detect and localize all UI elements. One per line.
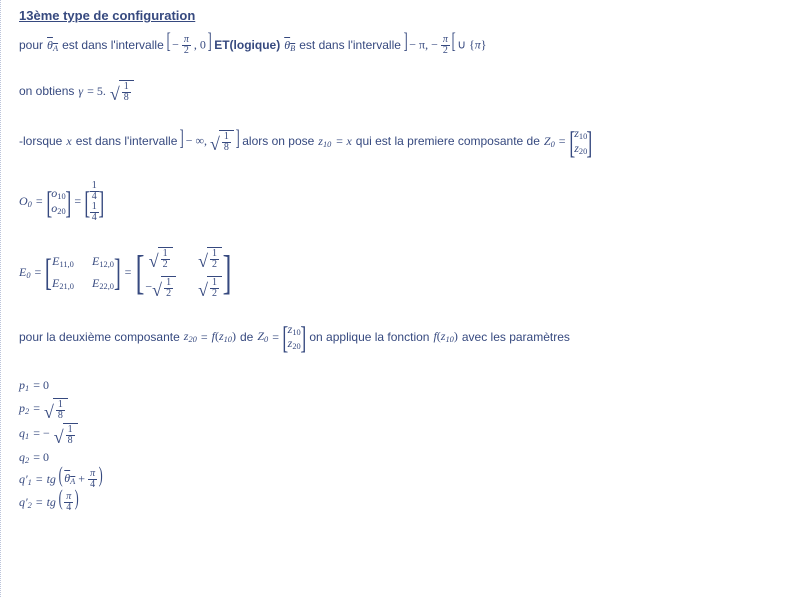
z0-vector-2: [ z10 z20 ] <box>283 323 305 353</box>
et-logique: ET(logique) <box>214 36 280 55</box>
e0-val: [ √12 √12 −√12 √12 ] <box>135 247 232 299</box>
z0-vector: [ z10 z20 ] <box>570 127 592 157</box>
theta-a: θA <box>47 36 58 56</box>
eq-x: = x <box>335 132 351 151</box>
param-q2: q2 = 0 <box>19 448 786 468</box>
param-p1: p1 = 0 <box>19 376 786 396</box>
line-x-interval: -lorsque x est dans l'intervalle ] − ∞, … <box>19 127 786 157</box>
text: est dans l'intervalle <box>62 36 164 55</box>
param-q1p: q′1 = tg ( θA + π4 ) <box>19 469 786 490</box>
text: -lorsque <box>19 132 62 151</box>
text: qui est la premiere composante de <box>356 132 540 151</box>
gamma: γ <box>78 82 83 101</box>
var-x: x <box>66 132 71 151</box>
text: on obtiens <box>19 82 74 101</box>
f-of-z10-b: f(z10) <box>433 327 457 347</box>
text: est dans l'intervalle <box>299 36 401 55</box>
eq: = <box>125 263 132 282</box>
eq: = <box>74 192 81 211</box>
z20: z20 <box>184 327 197 347</box>
e0: E0 <box>19 263 31 283</box>
text: avec les paramètres <box>462 328 570 347</box>
eq: = <box>272 328 279 347</box>
text: pour <box>19 36 43 55</box>
sqrt-1-8: √ 18 <box>110 80 134 103</box>
e0-sym: [ E11,0 E12,0 E21,0 E22,0 ] <box>45 252 120 293</box>
o0: O0 <box>19 192 32 212</box>
param-p2: p2 = √18 <box>19 398 786 421</box>
math-document: 13ème type de configuration pour θA est … <box>0 0 800 597</box>
z0: Z0 <box>257 327 268 347</box>
eq: = <box>36 192 43 211</box>
eq: = <box>201 328 208 347</box>
text: on applique la fonction <box>309 328 429 347</box>
text: de <box>240 328 253 347</box>
z10: z10 <box>318 132 331 152</box>
z0: Z0 <box>544 132 555 152</box>
interval-thetaA: [ − π2 , 0 ] <box>168 35 210 56</box>
eq: = 5. <box>87 82 106 101</box>
theta-b: θB <box>284 36 295 56</box>
param-q2p: q′2 = tg ( π4 ) <box>19 492 786 513</box>
interval-thetaB: ] − π, − π2 [ ∪ {π} <box>405 35 487 56</box>
parameter-list: p1 = 0 p2 = √18 q1 = − √18 q2 = 0 q′1 = … <box>19 376 786 513</box>
line-e0: E0 = [ E11,0 E12,0 E21,0 E22,0 ] = [ √12… <box>19 247 786 299</box>
text: pour la deuxième composante <box>19 328 180 347</box>
eq: = <box>559 132 566 151</box>
f-of-z10: f(z10) <box>212 327 236 347</box>
o0-val: [ 14 14 ] <box>85 181 103 223</box>
line-intervals: pour θA est dans l'intervalle [ − π2 , 0… <box>19 35 786 56</box>
text: est dans l'intervalle <box>76 132 178 151</box>
line-z20: pour la deuxième composante z20 = f(z10)… <box>19 323 786 353</box>
o0-sym: [ o10 o20 ] <box>47 187 71 217</box>
eq: = <box>35 263 42 282</box>
interval-x: ] − ∞, √18 ] <box>181 130 238 153</box>
text: alors on pose <box>242 132 314 151</box>
line-o0: O0 = [ o10 o20 ] = [ 14 14 ] <box>19 181 786 223</box>
param-q1: q1 = − √18 <box>19 423 786 446</box>
section-heading: 13ème type de configuration <box>19 8 786 23</box>
line-gamma: on obtiens γ = 5. √ 18 <box>19 80 786 103</box>
